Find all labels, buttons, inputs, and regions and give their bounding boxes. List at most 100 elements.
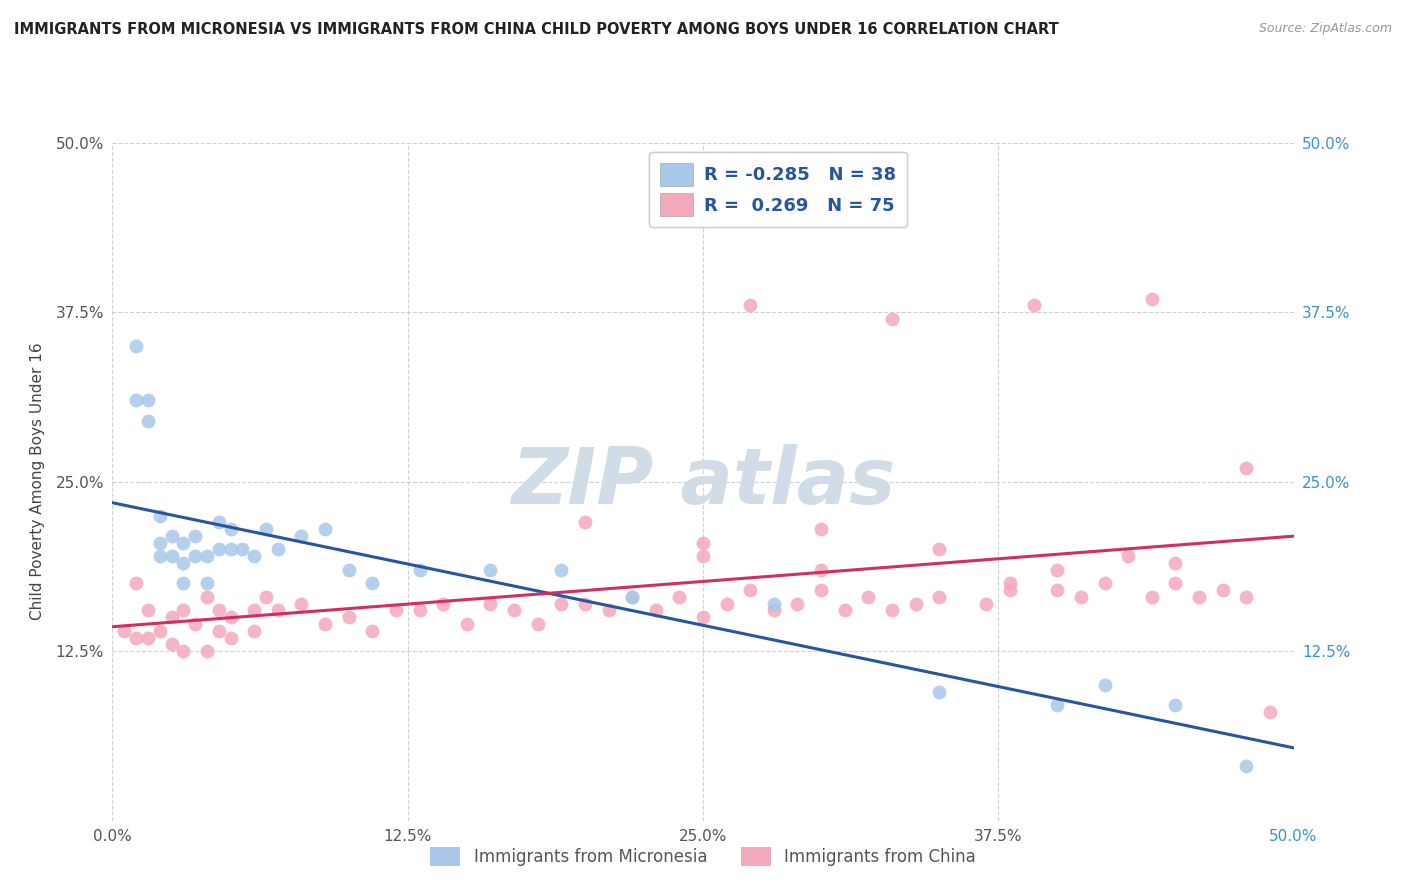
Point [219,610,242,624]
Point [1234,759,1257,773]
Point [456,617,478,632]
Point [621,590,644,604]
Point [208,624,231,638]
Point [479,563,502,577]
Point [160,549,183,564]
Point [668,590,690,604]
Point [503,603,526,617]
Point [184,617,207,632]
Point [762,597,785,611]
Point [786,597,808,611]
Point [1234,461,1257,475]
Point [976,597,998,611]
Point [740,298,762,312]
Point [136,414,159,428]
Point [1164,698,1187,713]
Point [1094,576,1116,591]
Point [432,597,454,611]
Point [136,603,159,617]
Point [692,549,714,564]
Text: Source: ZipAtlas.com: Source: ZipAtlas.com [1258,22,1392,36]
Point [810,583,832,598]
Point [1164,556,1187,570]
Point [928,590,950,604]
Point [160,637,183,651]
Point [243,603,266,617]
Point [1258,705,1281,719]
Point [408,563,430,577]
Point [195,549,218,564]
Point [195,644,218,658]
Point [172,556,194,570]
Point [125,631,148,645]
Point [1046,698,1069,713]
Point [112,624,135,638]
Point [928,685,950,699]
Point [254,522,277,536]
Point [219,631,242,645]
Point [254,590,277,604]
Point [762,603,785,617]
Point [219,522,242,536]
Point [149,549,172,564]
Point [243,624,266,638]
Point [598,603,620,617]
Point [172,644,194,658]
Point [644,603,666,617]
Point [208,542,231,557]
Point [716,597,738,611]
Point [125,576,148,591]
Point [1046,563,1069,577]
Point [337,610,360,624]
Point [314,617,336,632]
Point [385,603,408,617]
Point [149,508,172,523]
Point [125,393,148,408]
Text: IMMIGRANTS FROM MICRONESIA VS IMMIGRANTS FROM CHINA CHILD POVERTY AMONG BOYS UND: IMMIGRANTS FROM MICRONESIA VS IMMIGRANTS… [14,22,1059,37]
Point [1070,590,1092,604]
Point [267,603,290,617]
Point [160,529,183,543]
Point [1212,583,1234,598]
Point [550,597,572,611]
Point [1094,678,1116,692]
Point [692,535,714,549]
Point [208,516,231,530]
Point [834,603,856,617]
Point [231,542,253,557]
Point [149,535,172,549]
Point [1234,590,1257,604]
Legend: Immigrants from Micronesia, Immigrants from China: Immigrants from Micronesia, Immigrants f… [422,838,984,875]
Point [184,529,207,543]
Point [998,583,1021,598]
Point [880,312,903,326]
Point [337,563,360,577]
Point [267,542,290,557]
Point [479,597,502,611]
Point [692,610,714,624]
Point [1140,590,1163,604]
Point [160,610,183,624]
Point [184,549,207,564]
Point [904,597,927,611]
Text: ZIP atlas: ZIP atlas [510,443,896,520]
Point [408,603,430,617]
Point [621,590,644,604]
Point [195,590,218,604]
Point [1188,590,1211,604]
Point [740,583,762,598]
Point [998,576,1021,591]
Point [290,529,312,543]
Point [1140,292,1163,306]
Point [314,522,336,536]
Y-axis label: Child Poverty Among Boys Under 16: Child Poverty Among Boys Under 16 [30,343,45,621]
Point [125,339,148,353]
Point [810,522,832,536]
Point [810,563,832,577]
Point [219,542,242,557]
Point [136,393,159,408]
Point [290,597,312,611]
Point [136,631,159,645]
Point [574,597,596,611]
Point [172,603,194,617]
